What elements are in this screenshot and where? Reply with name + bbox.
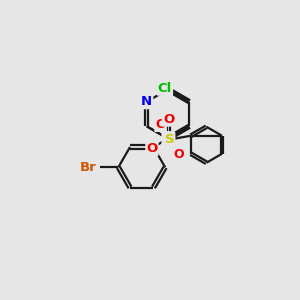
- Text: Br: Br: [80, 161, 96, 174]
- Text: O: O: [173, 148, 184, 161]
- Text: O: O: [146, 142, 158, 155]
- Text: Cl: Cl: [158, 82, 172, 95]
- Text: O: O: [155, 118, 166, 131]
- Text: O: O: [163, 112, 174, 126]
- Text: N: N: [141, 95, 152, 108]
- Text: S: S: [165, 133, 174, 146]
- Text: N: N: [162, 132, 174, 145]
